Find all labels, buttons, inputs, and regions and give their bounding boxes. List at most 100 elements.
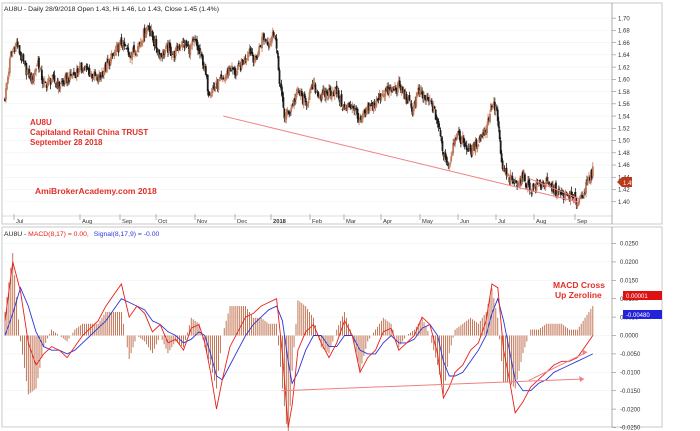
price-bar	[460, 136, 462, 148]
price-bar	[201, 51, 203, 60]
price-bar	[357, 108, 359, 123]
price-bar	[577, 201, 580, 207]
price-bar	[366, 101, 369, 114]
price-bar	[561, 189, 564, 196]
price-bar-body	[395, 87, 397, 90]
price-bar-body	[524, 174, 526, 182]
price-bar	[512, 178, 515, 184]
price-bar	[528, 178, 531, 195]
price-bar	[189, 43, 192, 60]
price-bar	[578, 196, 581, 206]
price-bar	[171, 51, 174, 55]
price-bar	[19, 51, 22, 61]
price-bar-body	[328, 88, 330, 98]
price-bar-body	[10, 51, 13, 53]
price-bar-body	[178, 45, 181, 49]
price-bar-body	[236, 65, 239, 71]
price-bar	[338, 95, 341, 107]
price-bar-body	[39, 67, 41, 70]
price-bar-body	[262, 35, 264, 38]
price-bar	[334, 87, 337, 89]
price-bar-body	[238, 64, 241, 67]
price-bar	[212, 82, 215, 90]
price-bar-body	[584, 192, 586, 194]
price-bar-body	[432, 105, 435, 110]
price-bar	[418, 83, 421, 98]
price-bar	[51, 74, 54, 83]
price-bar-body	[412, 108, 415, 116]
price-bar	[241, 59, 244, 66]
price-bar-body	[216, 82, 219, 89]
price-bar	[211, 85, 214, 97]
price-bar-body	[427, 99, 430, 102]
price-bar	[201, 54, 204, 70]
price-bar-body	[574, 192, 577, 198]
price-bar-body	[129, 57, 132, 59]
price-bar-body	[231, 65, 233, 70]
price-bar	[435, 114, 438, 124]
price-bar	[229, 65, 231, 72]
price-bar	[510, 174, 513, 182]
price-bar	[533, 184, 536, 188]
price-bar	[226, 67, 229, 80]
price-bar-body	[354, 108, 357, 112]
price-bar-body	[57, 80, 60, 90]
price-bar-body	[449, 162, 452, 165]
price-bar-body	[352, 105, 355, 109]
price-bar-body	[426, 94, 428, 100]
price-bar	[445, 154, 448, 166]
price-bar-body	[160, 53, 163, 56]
price-bar	[455, 136, 457, 142]
price-bar	[108, 58, 111, 70]
price-bar	[371, 101, 374, 111]
price-bar	[544, 182, 547, 191]
price-bar	[163, 49, 165, 59]
x-axis-tick-label: May	[422, 219, 433, 225]
price-bar-body	[39, 68, 42, 71]
price-bar-body	[564, 191, 567, 197]
price-bar-body	[366, 104, 369, 110]
price-bar-body	[64, 76, 67, 83]
price-bar	[298, 90, 301, 97]
price-bar-body	[341, 109, 344, 110]
price-bar	[313, 77, 316, 86]
price-bar	[53, 70, 56, 84]
price-bar	[234, 68, 237, 80]
price-bar-body	[569, 191, 572, 201]
price-bar-body	[249, 48, 252, 54]
price-bar-body	[245, 58, 248, 62]
price-bar-body	[454, 138, 456, 145]
price-bar	[589, 175, 591, 184]
price-bar	[309, 87, 312, 94]
price-bar	[153, 35, 156, 51]
price-bar-body	[22, 54, 25, 62]
price-bar-body	[106, 58, 109, 63]
price-bar-body	[383, 95, 386, 97]
price-bar-body	[295, 95, 297, 100]
price-bar	[245, 58, 248, 66]
price-bar-body	[360, 116, 362, 120]
price-bar-body	[312, 82, 315, 88]
price-bar	[415, 92, 418, 109]
price-bar	[265, 38, 267, 44]
price-bar	[464, 141, 467, 146]
price-bar-body	[467, 148, 470, 150]
price-bar	[502, 164, 505, 172]
price-bar	[63, 80, 66, 87]
macd-panel-frame	[1, 226, 663, 428]
price-bar-body	[140, 43, 143, 45]
price-bar-body	[275, 38, 278, 49]
price-bar-body	[77, 73, 80, 75]
price-bar-body	[239, 65, 242, 71]
price-bar-body	[576, 203, 579, 208]
signal-value-badge: -0.00480	[623, 310, 662, 319]
price-bar	[256, 54, 259, 61]
price-bar-body	[211, 88, 214, 94]
price-bar-body	[205, 74, 208, 77]
price-bar-body	[590, 169, 593, 179]
price-bar	[165, 43, 167, 52]
price-bar-body	[4, 98, 6, 102]
price-bar-body	[502, 166, 505, 168]
price-bar-body	[76, 68, 79, 73]
price-bar	[352, 105, 355, 109]
